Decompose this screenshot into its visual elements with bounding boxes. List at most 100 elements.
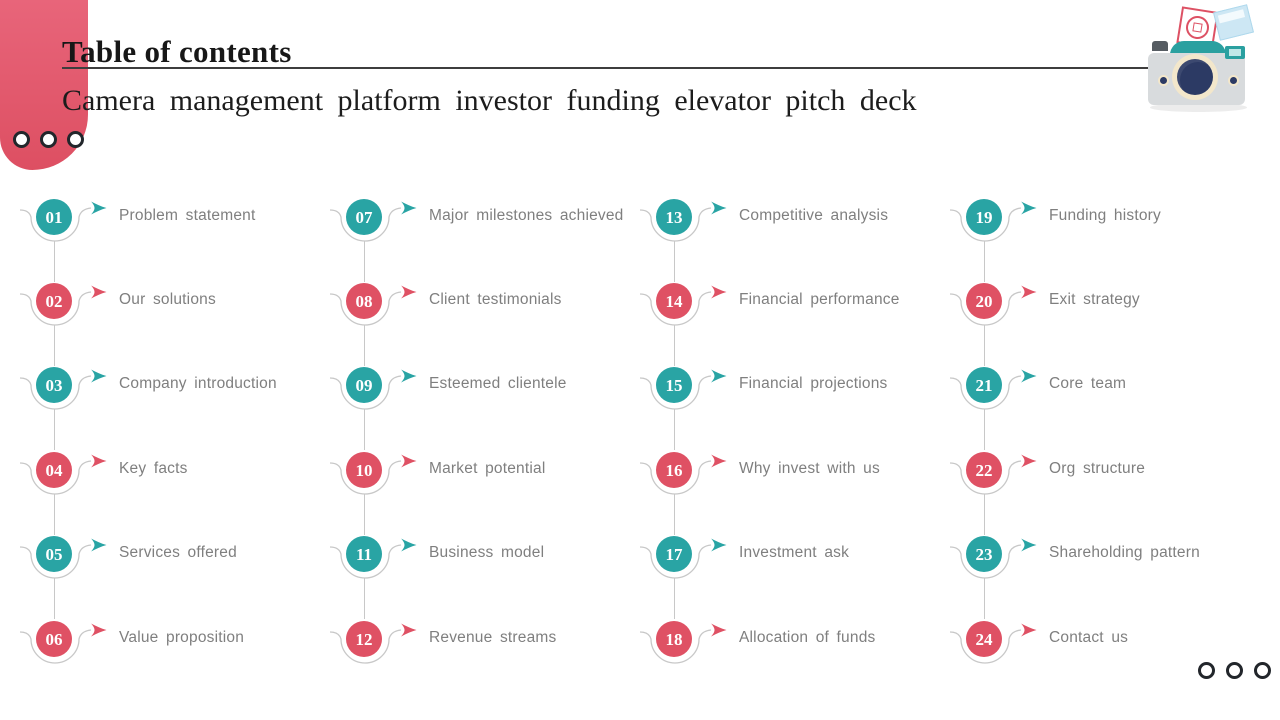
- item-number-badge: [36, 621, 72, 657]
- arrow-icon: [91, 623, 107, 637]
- item-label[interactable]: Problem statement: [119, 207, 256, 224]
- toc-item[interactable]: 03 Company introduction: [18, 359, 318, 450]
- item-label[interactable]: Financial projections: [739, 375, 888, 392]
- arrow-icon: [711, 623, 727, 637]
- toc-item[interactable]: 19 Funding history: [948, 191, 1248, 282]
- item-label[interactable]: Esteemed clientele: [429, 375, 567, 392]
- viewfinder-glass: [1229, 49, 1241, 56]
- arrow-icon: [401, 454, 417, 468]
- item-label[interactable]: Core team: [1049, 375, 1127, 392]
- toc-item[interactable]: 05 Services offered: [18, 528, 318, 619]
- item-number: 02: [46, 292, 63, 311]
- toc-item[interactable]: 17 Investment ask: [638, 528, 938, 619]
- item-number: 10: [356, 461, 373, 480]
- item-arc: [329, 207, 402, 242]
- toc-item[interactable]: 01 Problem statement: [18, 191, 318, 282]
- arrow-icon: [711, 538, 727, 552]
- item-label[interactable]: Our solutions: [119, 291, 216, 308]
- title-underline: [62, 67, 1148, 69]
- connector-line: [53, 241, 55, 282]
- item-label[interactable]: Why invest with us: [739, 460, 880, 477]
- item-marker: 20: [949, 283, 1037, 326]
- item-label[interactable]: Shareholding pattern: [1049, 544, 1200, 561]
- item-label[interactable]: Financial performance: [739, 291, 900, 308]
- item-label[interactable]: Contact us: [1049, 629, 1129, 646]
- item-number-badge: [966, 452, 1002, 488]
- item-number-badge: [36, 452, 72, 488]
- item-number-badge: [966, 199, 1002, 235]
- toc-item[interactable]: 24 Contact us: [948, 613, 1248, 697]
- connector-line: [983, 409, 985, 450]
- item-arc: [19, 544, 92, 579]
- connector-line: [673, 241, 675, 282]
- camera-illustration: [1146, 2, 1262, 116]
- item-arc: [19, 207, 92, 242]
- item-label[interactable]: Market potential: [429, 460, 546, 477]
- toc-item[interactable]: 13 Competitive analysis: [638, 191, 938, 282]
- toc-item[interactable]: 09 Esteemed clientele: [328, 359, 628, 450]
- connector-line: [53, 578, 55, 619]
- connector-line: [673, 578, 675, 619]
- item-number: 23: [976, 545, 993, 564]
- item-arc: [639, 375, 712, 410]
- toc-item[interactable]: 20 Exit strategy: [948, 275, 1248, 366]
- ring-dot-icon: [13, 131, 30, 148]
- toc-item[interactable]: 23 Shareholding pattern: [948, 528, 1248, 619]
- item-label[interactable]: Services offered: [119, 544, 237, 561]
- item-arc: [19, 460, 92, 495]
- item-number: 11: [356, 545, 372, 564]
- page-subtitle: Camera management platform investor fund…: [62, 84, 917, 117]
- camera-shadow: [1150, 103, 1247, 112]
- item-arc: [949, 291, 1022, 326]
- toc-item[interactable]: 04 Key facts: [18, 444, 318, 535]
- toc-item[interactable]: 02 Our solutions: [18, 275, 318, 366]
- item-arc: [639, 291, 712, 326]
- item-label[interactable]: Revenue streams: [429, 629, 557, 646]
- item-label[interactable]: Value proposition: [119, 629, 245, 646]
- item-label[interactable]: Allocation of funds: [739, 629, 876, 646]
- item-arc: [329, 291, 402, 326]
- item-marker: 02: [19, 283, 107, 326]
- arrow-icon: [91, 369, 107, 383]
- toc-item[interactable]: 18 Allocation of funds: [638, 613, 938, 697]
- toc-item[interactable]: 22 Org structure: [948, 444, 1248, 535]
- toc-item[interactable]: 08 Client testimonials: [328, 275, 628, 366]
- item-label[interactable]: Key facts: [119, 460, 188, 477]
- item-marker: 13: [639, 199, 727, 242]
- item-label[interactable]: Competitive analysis: [739, 207, 889, 224]
- toc-item[interactable]: 16 Why invest with us: [638, 444, 938, 535]
- toc-item[interactable]: 11 Business model: [328, 528, 628, 619]
- item-arc: [19, 629, 92, 664]
- item-marker: 04: [19, 452, 107, 495]
- item-number-badge: [346, 621, 382, 657]
- connector-line: [673, 494, 675, 535]
- toc-item[interactable]: 10 Market potential: [328, 444, 628, 535]
- connector-line: [53, 494, 55, 535]
- item-label[interactable]: Business model: [429, 544, 545, 561]
- item-marker: 19: [949, 199, 1037, 242]
- toc-item[interactable]: 07 Major milestones achieved: [328, 191, 628, 282]
- toc-item[interactable]: 15 Financial projections: [638, 359, 938, 450]
- item-arc: [19, 291, 92, 326]
- connector-line: [983, 578, 985, 619]
- item-label[interactable]: Funding history: [1049, 207, 1161, 224]
- item-arc: [949, 375, 1022, 410]
- item-label[interactable]: Org structure: [1049, 460, 1146, 477]
- item-marker: 10: [329, 452, 417, 495]
- item-number: 06: [46, 630, 63, 649]
- toc-item[interactable]: 06 Value proposition: [18, 613, 318, 697]
- item-label[interactable]: Exit strategy: [1049, 291, 1140, 308]
- item-label[interactable]: Company introduction: [119, 375, 277, 392]
- toc-item[interactable]: 14 Financial performance: [638, 275, 938, 366]
- item-arc: [329, 544, 402, 579]
- item-label[interactable]: Investment ask: [739, 544, 850, 561]
- toc-item[interactable]: 21 Core team: [948, 359, 1248, 450]
- item-number-badge: [346, 199, 382, 235]
- item-marker: 11: [329, 536, 417, 579]
- toc-item[interactable]: 12 Revenue streams: [328, 613, 628, 697]
- item-label[interactable]: Client testimonials: [429, 291, 562, 308]
- connector-line: [363, 494, 365, 535]
- connector-line: [363, 409, 365, 450]
- item-label[interactable]: Major milestones achieved: [429, 207, 624, 224]
